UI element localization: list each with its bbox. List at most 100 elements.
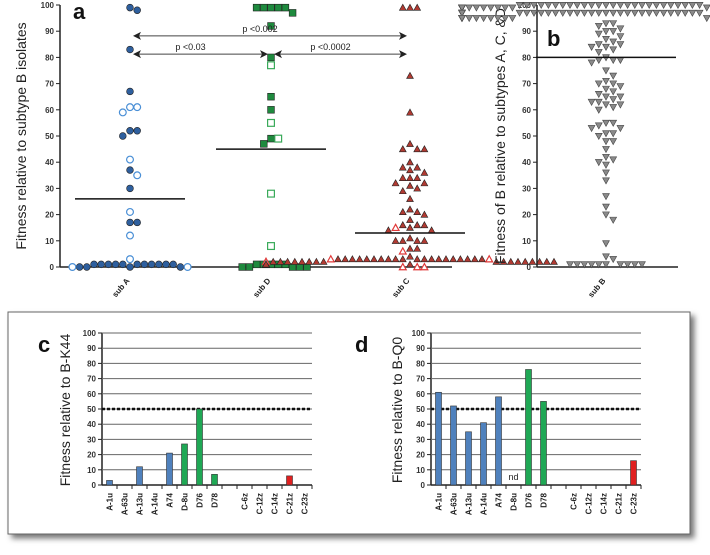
data-point (616, 41, 625, 49)
data-point (594, 30, 603, 38)
data-point (630, 1, 639, 10)
data-point (695, 1, 704, 10)
data-point (594, 57, 603, 65)
data-point (551, 9, 560, 17)
data-point (420, 236, 429, 244)
data-point (267, 22, 275, 30)
y-tick-label: 40 (87, 420, 96, 429)
data-point (594, 22, 603, 30)
y-tick-label: 100 (83, 329, 97, 338)
data-point (580, 1, 589, 10)
data-point (398, 221, 407, 229)
data-point (542, 257, 551, 265)
data-point (681, 9, 690, 17)
data-point (465, 15, 474, 23)
y-tick-label: 60 (45, 106, 54, 115)
data-point (406, 166, 414, 174)
data-point (252, 3, 261, 12)
data-point (602, 169, 610, 177)
y-tick-label: 80 (522, 53, 531, 62)
data-point (406, 181, 414, 189)
data-point (566, 1, 574, 10)
x-tick-label: sub B (586, 276, 607, 299)
data-point (398, 236, 407, 244)
data-point (458, 15, 466, 23)
data-point (623, 9, 632, 17)
bar (540, 401, 547, 486)
bar (106, 480, 113, 486)
x-tick-label: C-23z (630, 493, 639, 514)
x-tick-label: D76 (196, 492, 205, 507)
data-point (125, 255, 134, 264)
data-point (609, 130, 618, 138)
data-point (267, 118, 276, 127)
data-point (602, 203, 610, 211)
y-tick-label: 20 (522, 211, 531, 220)
arrow-head (133, 31, 141, 40)
data-point (594, 122, 603, 130)
data-point (162, 260, 170, 269)
data-point (616, 1, 625, 10)
y-tick-label: 20 (45, 211, 54, 220)
y-tick-label: 30 (87, 435, 96, 444)
data-point (406, 194, 414, 202)
data-point (281, 3, 290, 12)
data-point (470, 255, 479, 263)
data-point (587, 1, 596, 10)
data-point (348, 255, 357, 263)
x-tick-label: sub D (251, 276, 272, 299)
data-point (530, 9, 538, 17)
panel-label: a (73, 0, 86, 24)
data-point (594, 1, 603, 10)
y-tick-label: 10 (87, 466, 96, 475)
data-point (472, 4, 481, 12)
x-tick-label: A-14u (151, 493, 160, 515)
data-point (645, 9, 654, 17)
data-point (609, 80, 618, 88)
data-point (334, 255, 342, 263)
note-label: nd (508, 472, 518, 482)
bar (495, 396, 502, 486)
y-tick-label: 90 (416, 344, 425, 353)
data-point (362, 255, 371, 263)
x-tick-label: sub C (390, 276, 411, 299)
data-point (602, 20, 610, 28)
data-point (479, 4, 488, 12)
data-point (587, 43, 596, 51)
y-tick-label: 90 (87, 344, 96, 353)
data-point (508, 4, 517, 12)
data-point (616, 125, 625, 133)
data-point (573, 261, 582, 269)
data-point (602, 67, 610, 75)
x-tick-label: C-23z (301, 493, 310, 514)
data-point (602, 9, 610, 17)
data-point (602, 193, 610, 201)
data-point (602, 101, 610, 109)
data-point (326, 254, 336, 263)
data-point (406, 260, 414, 268)
data-point (594, 9, 603, 17)
data-point (75, 263, 84, 271)
data-point (587, 9, 596, 17)
data-point (522, 9, 531, 17)
data-point (267, 134, 275, 143)
data-point (602, 161, 610, 169)
data-point (602, 253, 610, 261)
y-tick-label: 70 (87, 375, 96, 384)
data-point (558, 9, 567, 17)
y-tick-label: 90 (45, 27, 54, 36)
x-tick-label: C-12z (256, 493, 265, 514)
data-point (398, 3, 407, 11)
data-point (413, 221, 422, 229)
data-point (702, 15, 710, 23)
panel-label: d (355, 332, 368, 357)
y-tick-label: 50 (45, 132, 54, 141)
data-point (602, 43, 610, 51)
data-point (68, 263, 77, 272)
arrow-head (260, 50, 268, 59)
data-point (521, 257, 530, 265)
data-point (602, 153, 610, 161)
data-point (688, 1, 697, 10)
data-point (530, 1, 538, 10)
data-point (406, 205, 414, 213)
